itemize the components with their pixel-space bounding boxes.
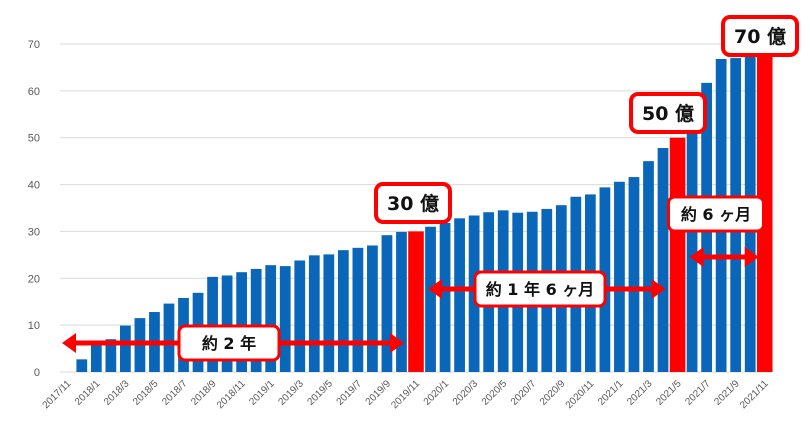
milestone-callouts: 30 億 50 億 70 億 [374,15,799,224]
bar [90,342,102,372]
bar [120,325,131,372]
bar [628,177,640,372]
bar [454,218,465,372]
y-tick-label: 70 [28,39,40,51]
bar [308,255,320,372]
arrow-head [428,279,442,299]
bar [337,250,349,372]
x-tick-label: 2019/3 [276,378,306,408]
x-tick-label: 2019/5 [306,378,336,408]
period-label-box [667,195,765,233]
arrow-head [689,247,704,267]
x-tick-label: 2020/5 [480,378,510,408]
milestone-label: 30 億 [387,192,439,215]
x-tick-label: 2021/5 [654,378,684,408]
y-tick-label: 0 [34,367,40,379]
x-tick-label: 2018/7 [160,378,190,408]
bar [236,272,248,372]
x-tick-label: 2021/1 [596,378,626,408]
x-tick-label: 2017/11 [41,378,74,411]
bar [76,359,88,372]
x-tick-label: 2019/11 [389,378,422,411]
bar [207,276,218,372]
arrow-head [651,279,666,299]
period-label-box [177,324,281,362]
y-tick-label: 50 [28,133,40,145]
arrow-head [744,247,759,267]
x-tick-label: 2021/3 [625,378,655,408]
milestone-bar [669,137,686,372]
x-tick-label: 2020/7 [509,378,539,408]
bar [657,148,669,372]
x-tick-label: 2021/11 [738,378,771,411]
bar [265,265,277,372]
arrow-head [62,333,76,353]
y-axis-ticks: 0 10 20 30 40 50 60 70 [28,39,40,379]
y-tick-label: 60 [28,86,40,98]
bar [323,254,335,372]
y-tick-label: 40 [28,180,40,192]
bar [250,268,262,372]
milestone-bar [408,231,424,372]
bar [294,260,306,372]
x-tick-label: 2018/11 [215,378,248,411]
x-tick-label: 2018/5 [131,378,161,408]
x-tick-label: 2020/3 [451,378,481,408]
period-label: 約 6 ヶ月 [681,205,751,224]
milestone-callout-box [721,15,799,57]
x-tick-label: 2018/3 [102,378,132,408]
bar [425,226,436,372]
x-tick-label: 2018/1 [73,378,103,408]
y-tick-label: 30 [28,226,40,238]
y-tick-label: 20 [28,273,40,285]
x-tick-label: 2020/1 [422,378,452,408]
milestone-label: 50 億 [642,102,694,125]
period-label: 約 2 年 [202,334,256,353]
milestone-callout-box [629,92,707,134]
milestone-callout-box [374,182,452,224]
bar [643,161,654,372]
bar [279,266,291,372]
bar [367,245,378,372]
bar [396,231,407,372]
x-axis-ticks: 2017/11 2018/1 2018/3 2018/5 2018/7 2018/9201… [41,378,772,411]
x-tick-label: 2019/1 [247,378,277,408]
bar [614,181,625,372]
bar [686,106,698,372]
period-label-box [473,270,607,308]
y-tick-label: 10 [28,320,40,332]
bar [105,339,117,372]
period-annotations: 約 2 年 約 1 年 6 ヶ月 約 6 ヶ月 [62,195,765,362]
milestone-label: 70 億 [734,25,786,48]
bar [352,247,364,372]
bar [439,222,451,372]
x-tick-label: 2020/11 [564,378,597,411]
bar [221,275,233,372]
bar [163,303,175,372]
arrow-head [390,333,404,353]
bar [381,235,393,372]
x-tick-label: 2019/7 [335,378,365,408]
x-tick-label: 2021/7 [683,378,713,408]
period-label: 約 1 年 6 ヶ月 [486,280,595,299]
